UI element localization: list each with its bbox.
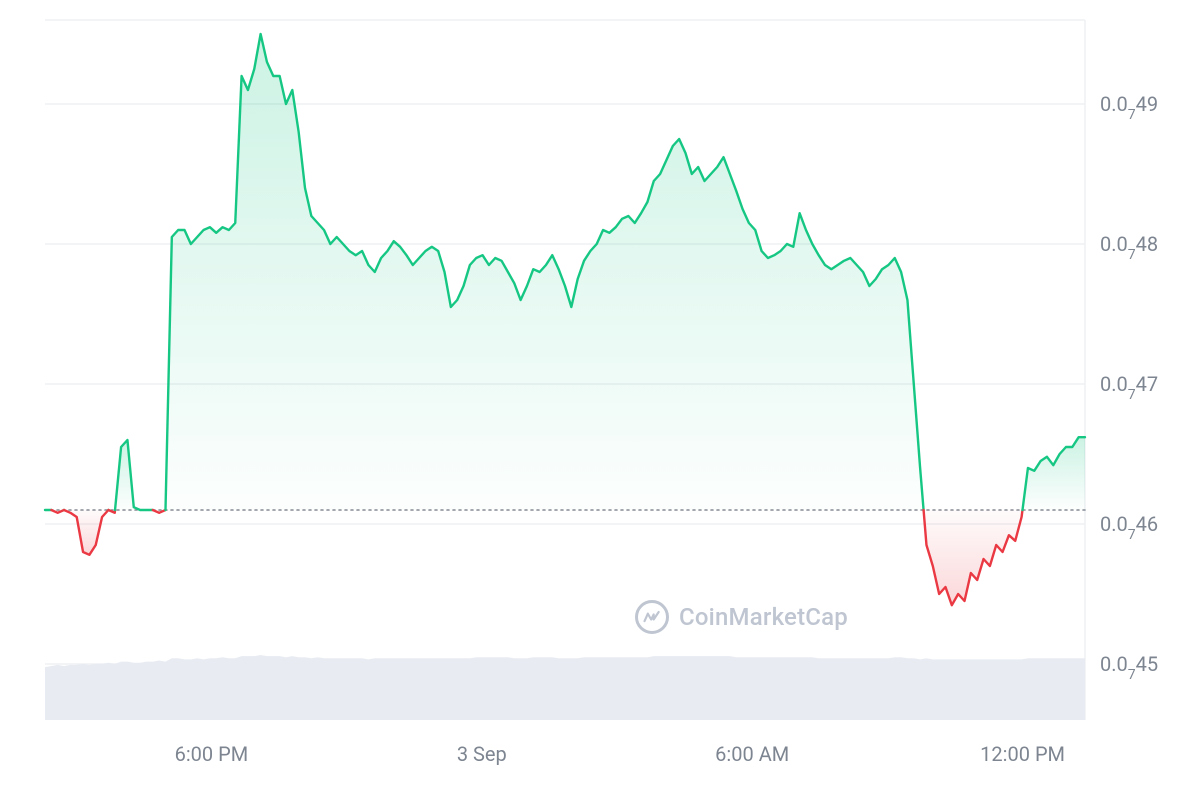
- price-chart[interactable]: 0.0745 0.0746 0.0747 0.0748 0.0749 6:00 PM 3 …: [0, 0, 1200, 800]
- coinmarketcap-watermark: CoinMarketCap: [635, 600, 848, 634]
- watermark-text: CoinMarketCap: [679, 603, 848, 631]
- x-axis-tick-label: 3 Sep: [457, 742, 507, 766]
- coinmarketcap-logo-icon: [635, 600, 669, 634]
- x-axis-tick-label: 12:00 PM: [980, 742, 1065, 766]
- y-axis-tick-label: 0.0749: [1100, 94, 1158, 114]
- x-axis-tick-label: 6:00 PM: [175, 742, 249, 766]
- chart-svg: [0, 0, 1200, 800]
- y-axis-tick-label: 0.0746: [1100, 514, 1158, 534]
- y-axis-tick-label: 0.0747: [1100, 374, 1158, 394]
- y-axis-tick-label: 0.0748: [1100, 234, 1158, 254]
- x-axis-tick-label: 6:00 AM: [715, 742, 789, 766]
- y-axis-tick-label: 0.0745: [1100, 654, 1158, 674]
